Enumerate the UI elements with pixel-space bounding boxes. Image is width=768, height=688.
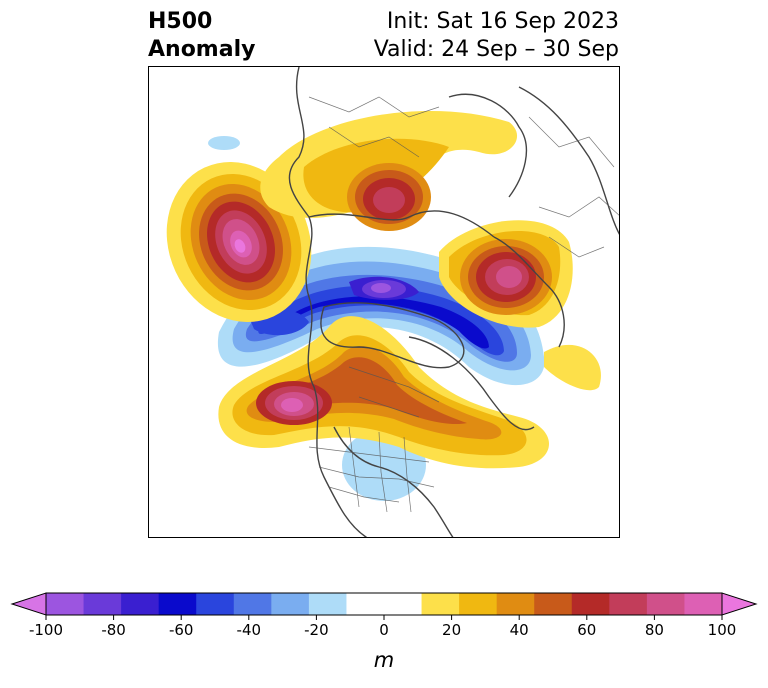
colorbar-cell [646, 593, 685, 615]
colorbar-tick-label: -40 [237, 621, 262, 639]
colorbar-cell [196, 593, 235, 615]
anomaly-map-svg [166, 67, 619, 537]
colorbar-cell [534, 593, 573, 615]
coastlines [288, 67, 619, 537]
colorbar-tick-label: 100 [708, 621, 737, 639]
political-borders [308, 96, 619, 513]
colorbar-cell [496, 593, 535, 615]
init-time: Init: Sat 16 Sep 2023 [386, 9, 619, 34]
title-right: Init: Sat 16 Sep 2023 Valid: 24 Sep – 30… [374, 8, 619, 64]
colorbar-tick-label: -60 [169, 621, 194, 639]
colorbar-cell [83, 593, 122, 615]
ridge-western-us [218, 316, 549, 469]
colorbar-cell [684, 593, 723, 615]
colorbar-cell [459, 593, 498, 615]
colorbar-cell [609, 593, 648, 615]
colorbar-extend-low [10, 592, 47, 616]
colorbar-tick-label: -80 [101, 621, 126, 639]
colorbar-tick-label: -20 [304, 621, 329, 639]
colorbar-cell [346, 593, 385, 615]
title-left: H500 Anomaly [148, 8, 255, 64]
colorbar-svg: -100 -80 -60 -40 -20 0 20 40 60 80 100 m [10, 592, 758, 672]
colorbar-unit: m [374, 648, 394, 672]
title-field-type: Anomaly [148, 37, 256, 62]
colorbar-tick-label: 80 [645, 621, 664, 639]
colorbar: -100 -80 -60 -40 -20 0 20 40 60 80 100 m [0, 580, 768, 684]
title-variable: H500 [148, 9, 213, 34]
colorbar-cell [233, 593, 272, 615]
valid-period: Valid: 24 Sep – 30 Sep [373, 37, 619, 62]
colorbar-cell [46, 593, 85, 615]
colorbar-extend-high [721, 592, 758, 616]
colorbar-cell [421, 593, 460, 615]
colorbar-tick-label: -100 [29, 621, 63, 639]
colorbar-cell [571, 593, 610, 615]
colorbar-cell [121, 593, 160, 615]
colorbar-cell [271, 593, 310, 615]
ridge-north-atlantic [260, 110, 518, 231]
colorbar-tick-label: 0 [379, 621, 389, 639]
colorbar-tick-label: 20 [442, 621, 461, 639]
colorbar-cell [384, 593, 423, 615]
colorbar-cell [158, 593, 197, 615]
anomaly-map [148, 66, 620, 538]
colorbar-tick-label: 60 [577, 621, 596, 639]
colorbar-cell [308, 593, 347, 615]
colorbar-tick-label: 40 [510, 621, 529, 639]
ridge-western-siberia [439, 220, 573, 328]
